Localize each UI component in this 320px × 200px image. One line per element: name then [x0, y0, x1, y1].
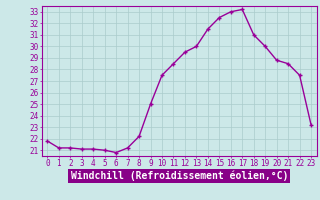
- X-axis label: Windchill (Refroidissement éolien,°C): Windchill (Refroidissement éolien,°C): [70, 171, 288, 181]
